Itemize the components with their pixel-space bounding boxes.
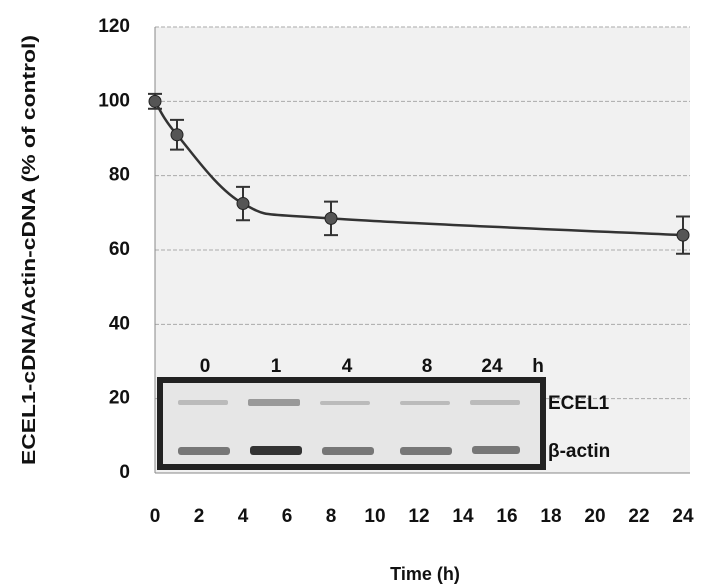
- x-tick-label: 18: [540, 506, 561, 527]
- x-tick-label: 2: [194, 506, 205, 527]
- chart: Time (h) ECEL1-cDNA/Actin-cDNA (% of con…: [0, 0, 702, 588]
- y-tick-label: 100: [98, 90, 130, 111]
- data-point: [171, 129, 183, 141]
- x-tick-label: 20: [584, 506, 605, 527]
- y-tick-label: 20: [109, 388, 130, 409]
- row-label: ECEL1: [548, 393, 610, 414]
- x-tick-label: 8: [326, 506, 337, 527]
- data-point: [149, 95, 161, 107]
- x-tick-label: 10: [364, 506, 385, 527]
- data-point: [325, 212, 337, 224]
- y-tick-label: 40: [109, 313, 130, 334]
- lane-unit: h: [532, 356, 544, 377]
- row-label: β-actin: [548, 441, 610, 462]
- lane-label: 4: [342, 356, 353, 377]
- x-tick-label: 14: [452, 506, 474, 527]
- x-tick-label: 0: [150, 506, 161, 527]
- x-tick-label: 16: [496, 506, 517, 527]
- lane-label: 1: [271, 356, 282, 377]
- y-tick-label: 0: [119, 462, 130, 483]
- lane-label: 0: [200, 356, 211, 377]
- x-tick-label: 22: [628, 506, 649, 527]
- y-tick-label: 120: [98, 16, 130, 37]
- y-axis-title-group: ECEL1-cDNA/Actin-cDNA (% of control): [19, 35, 39, 465]
- y-tick-label: 60: [109, 239, 130, 260]
- gel-inset: [160, 380, 543, 467]
- lane-label: 24: [481, 356, 503, 377]
- data-point: [237, 198, 249, 210]
- y-tick-label: 80: [109, 165, 130, 186]
- x-tick-label: 24: [672, 506, 694, 527]
- lane-label: 8: [422, 356, 433, 377]
- x-tick-label: 6: [282, 506, 293, 527]
- x-tick-label: 12: [408, 506, 429, 527]
- x-tick-label: 4: [238, 506, 249, 527]
- data-point: [677, 229, 689, 241]
- x-axis-title: Time (h): [390, 564, 460, 584]
- y-axis-title: ECEL1-cDNA/Actin-cDNA (% of control): [19, 35, 39, 465]
